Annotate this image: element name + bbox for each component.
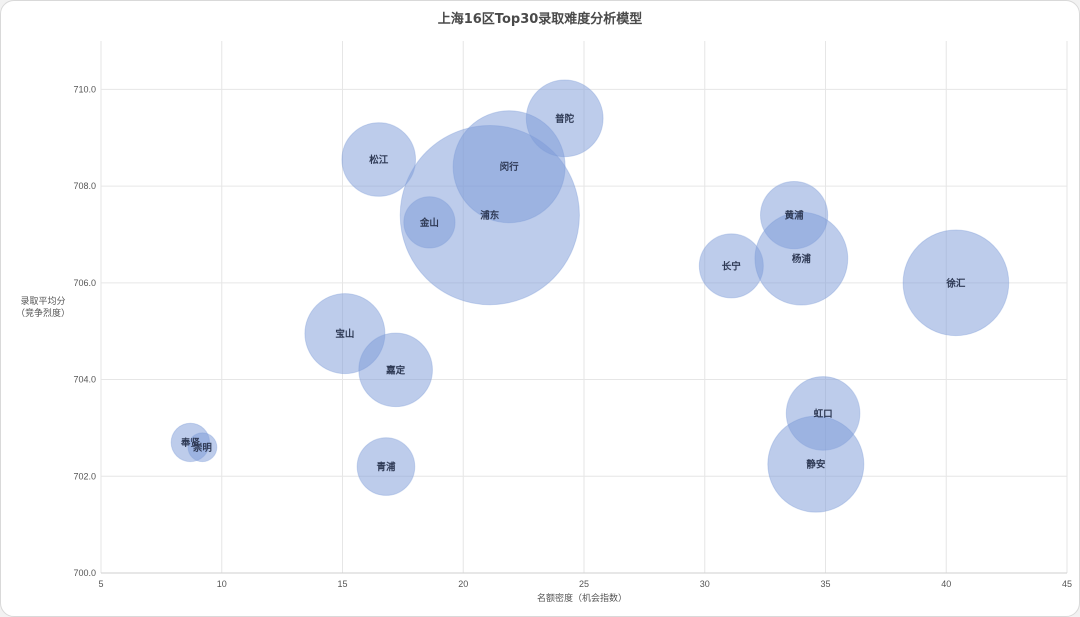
x-tick-label: 35: [820, 579, 830, 589]
bubble-label: 杨浦: [792, 253, 812, 265]
y-axis-title-line-2: （竞争烈度）: [16, 307, 70, 319]
bubble-label: 奉贤: [180, 437, 201, 449]
bubble-label: 长宁: [722, 260, 742, 272]
bubble-松江[interactable]: [341, 122, 417, 197]
x-tick-label: 40: [941, 579, 951, 589]
bubble-label: 嘉定: [385, 364, 406, 376]
bubble-label: 闵行: [500, 161, 520, 173]
y-axis-title-line-1: 录取平均分: [20, 295, 65, 307]
x-axis-title: 名额密度（机会指数）: [537, 592, 627, 604]
bubble-label: 虹口: [814, 408, 833, 420]
x-tick-label: 45: [1062, 579, 1072, 589]
bubble-普陀[interactable]: [525, 79, 604, 158]
y-tick-label: 708.0: [73, 181, 96, 191]
bubble-label: 金山: [419, 217, 439, 229]
bubble-label: 黄浦: [785, 210, 805, 222]
bubble-徐汇[interactable]: [902, 229, 1010, 337]
bubble-label: 青浦: [376, 461, 396, 473]
bubble-label: 宝山: [335, 328, 354, 340]
y-tick-label: 710.0: [73, 84, 96, 94]
bubble-静安[interactable]: [767, 415, 865, 513]
bubble-label: 崇明: [193, 442, 213, 454]
bubble-金山[interactable]: [403, 196, 456, 249]
bubble-layer: [170, 79, 1010, 513]
y-tick-label: 700.0: [73, 568, 96, 578]
x-tick-label: 30: [700, 579, 710, 589]
bubble-label: 徐汇: [945, 277, 966, 289]
x-tick-label: 25: [579, 579, 589, 589]
bubble-嘉定[interactable]: [358, 332, 433, 408]
bubble-崇明[interactable]: [187, 432, 218, 463]
x-tick-label: 20: [458, 579, 468, 589]
x-tick-label: 15: [337, 579, 347, 589]
y-tick-label: 704.0: [73, 375, 96, 385]
y-tick-label: 702.0: [73, 471, 96, 481]
chart-title: 上海16区Top30录取难度分析模型: [438, 11, 643, 27]
bubble-杨浦[interactable]: [754, 211, 849, 306]
x-tick-label: 5: [98, 579, 103, 589]
bubble-label: 普陀: [555, 113, 575, 125]
tick-labels: 5 10 15 20 25 30 35 40 45 700.0 702.0 704.0 706.0 708…: [73, 84, 1072, 589]
bubble-青浦[interactable]: [356, 437, 416, 496]
bubble-label: 静安: [806, 459, 826, 471]
y-tick-label: 706.0: [73, 278, 96, 288]
bubble-label: 松江: [369, 154, 389, 166]
x-tick-label: 10: [217, 579, 227, 589]
bubble-label: 浦东: [480, 210, 500, 222]
